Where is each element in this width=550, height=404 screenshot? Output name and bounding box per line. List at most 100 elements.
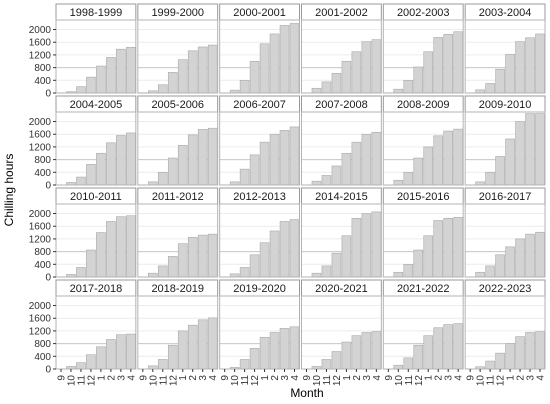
x-tick-label: 3 [362,375,373,381]
panel-border [55,203,137,278]
bar [116,334,126,370]
bar [177,330,188,370]
bar [515,336,525,370]
x-tick-label: 12 [250,375,261,387]
y-tick-label: 1200 [29,50,52,61]
x-tick-label: 10 [66,375,77,387]
x-tick-label: 2 [434,375,445,381]
facet-panel: 2019-2020 [219,279,301,370]
bar [279,221,290,278]
x-tick-label: 11 [486,375,497,386]
bar [177,145,188,186]
bar [279,328,290,370]
x-tick-label: 10 [230,375,241,387]
panel-border [219,111,301,186]
bar [505,53,515,94]
bar [259,141,270,186]
bar [157,172,168,186]
bar [515,41,525,94]
panel-border [55,111,137,186]
facet-strip-label: 2022-2023 [479,283,532,295]
facet-strip-label: 2011-2012 [152,191,204,203]
bar [505,138,515,186]
bar [443,33,453,94]
bar [443,217,453,278]
bar [126,132,136,186]
bar [475,271,485,278]
bar [371,331,382,370]
bar [269,133,280,186]
bar [485,83,495,94]
facet-panel: 2012-2013 [219,187,301,278]
x-tick-label: 4 [372,375,383,381]
bar [157,265,168,278]
bar [403,264,414,278]
y-tick-label: 2000 [29,25,52,36]
panel-border [382,295,464,370]
x-tick-label: 12 [86,375,97,387]
bar [361,133,372,186]
facet-strip-label: 2006-2007 [233,99,286,111]
bar [249,348,260,370]
y-tick-label: 1600 [29,222,52,233]
panel-border [382,19,464,94]
bar [106,142,116,186]
bar [321,265,332,278]
bar [86,76,96,94]
bar [96,152,106,186]
x-tick-label: 1 [506,375,517,381]
bar [361,213,372,278]
bar [341,60,352,94]
bar [259,336,270,370]
bar [249,60,260,94]
bar [187,237,198,278]
bar [86,249,96,278]
facet-panel: 2005-2006 [137,95,219,186]
bar [393,88,404,94]
panel-border [382,203,464,278]
x-tick-label: 3 [444,375,455,381]
facet-strip-label: 1999-2000 [151,7,204,19]
bar [76,86,86,94]
y-tick-label: 800 [34,339,51,350]
x-tick-label: 10 [394,375,405,387]
x-tick-label: 2 [352,375,363,381]
facet-strip-label: 2019-2020 [233,283,286,295]
x-tick-label: 2 [188,375,199,381]
x-tick-label: 11 [240,375,251,386]
panel-border [137,203,219,278]
x-tick-label: 4 [126,375,137,381]
bar [106,57,116,94]
bar [413,249,424,278]
bar [535,33,545,94]
bar [495,68,505,94]
x-tick-label: 1 [178,375,189,381]
x-tick-label: 10 [148,375,159,387]
bar [177,59,188,94]
y-tick-label: 800 [34,63,51,74]
bar [76,362,86,370]
bar [485,172,495,186]
facet-strip-label: 2016-2017 [479,191,532,203]
x-tick-label: 1 [96,375,107,381]
bar [453,128,463,186]
bar [207,317,218,370]
bar [393,271,404,278]
bar [453,217,463,278]
panel-border [219,19,301,94]
x-tick-label: 2 [516,375,527,381]
facet-strip-label: 2001-2002 [315,7,368,19]
panel-border [219,295,301,370]
bar [289,23,300,94]
y-tick-label: 0 [45,181,51,192]
bar [413,157,424,186]
bar [269,230,280,278]
x-tick-label: 1 [342,375,353,381]
bar [187,324,198,370]
facet-strip-label: 2015-2016 [397,191,450,203]
facet-panel: 2017-2018 [55,279,137,370]
bar [351,335,362,370]
facet-strip-label: 2017-2018 [70,283,123,295]
y-axis-title: Chilling hours [2,154,16,227]
bar [433,327,444,370]
